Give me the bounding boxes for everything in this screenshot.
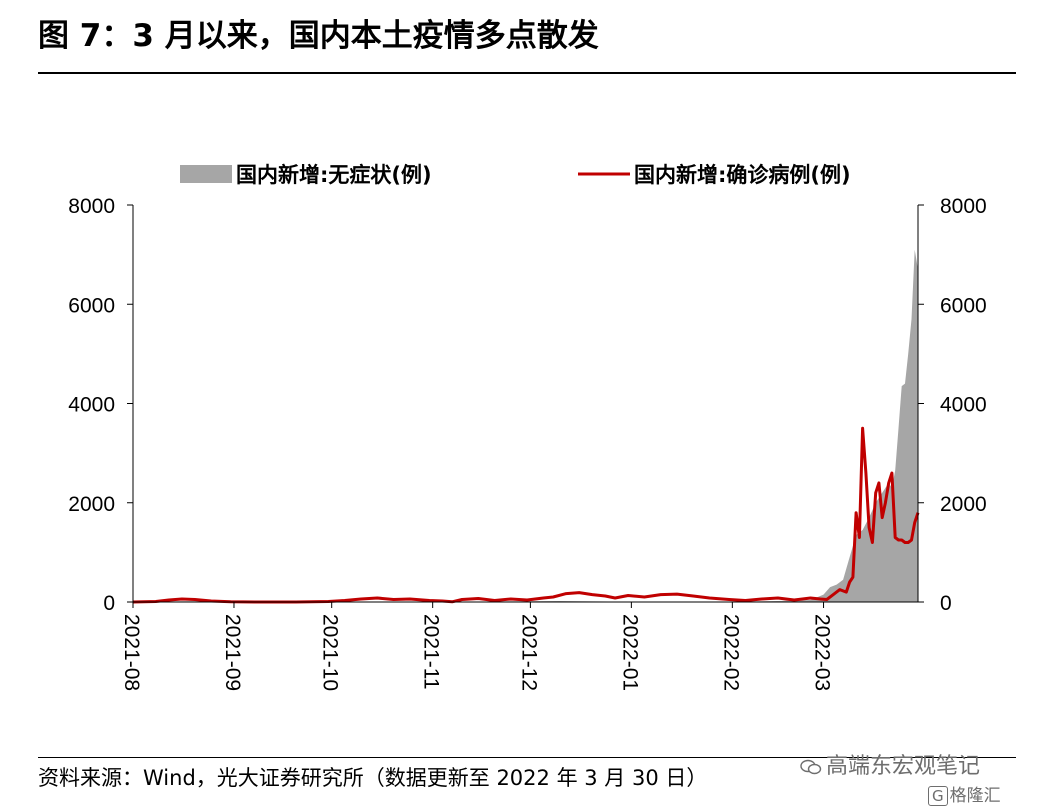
left-y-tick-label: 4000: [68, 394, 115, 417]
asymptomatic-area: [133, 249, 918, 602]
right-y-tick-label: 2000: [940, 493, 987, 516]
x-tick-label: 2021-08: [120, 614, 143, 691]
watermark: 高端东宏观笔记: [800, 748, 980, 780]
x-tick-label: 2021-11: [420, 614, 443, 690]
legend-label-asymptomatic: 国内新增:无症状(例): [236, 163, 432, 187]
legend: 国内新增:无症状(例) 国内新增:确诊病例(例): [180, 163, 851, 187]
axes: 0 0 2000 2000 4000 4000 6000 6000 8000 8000 2021-0…: [68, 195, 986, 691]
x-tick-label: 2022-02: [719, 614, 742, 691]
legend-swatch-asymptomatic: [180, 165, 232, 183]
brand-text: 格隆汇: [949, 786, 1001, 806]
brand-logo-icon: G: [928, 786, 948, 806]
legend-label-confirmed: 国内新增:确诊病例(例): [634, 163, 851, 187]
right-y-tick-label: 6000: [940, 294, 987, 317]
x-tick-label: 2021-12: [517, 614, 540, 691]
confirmed-line-layer: [132, 426, 920, 604]
brand-mark: G 格隆汇: [928, 781, 1001, 806]
left-y-tick-label: 2000: [68, 493, 115, 516]
right-y-tick-label: 0: [940, 592, 952, 615]
right-y-tick-label: 8000: [940, 195, 987, 218]
top-rule: [38, 72, 1016, 74]
right-y-tick-label: 4000: [940, 394, 987, 417]
x-tick-label: 2022-01: [618, 614, 641, 691]
chart-title: 图 7：3 月以来，国内本土疫情多点散发: [38, 18, 599, 54]
left-y-tick-label: 0: [103, 592, 115, 615]
x-tick-label: 2021-10: [319, 614, 342, 691]
wechat-icon: [800, 759, 822, 775]
chart: 国内新增:无症状(例) 国内新增:确诊病例(例) 0 0 2000 2000 4000 40…: [68, 163, 986, 691]
x-tick-label: 2022-03: [811, 614, 834, 691]
left-y-tick-label: 6000: [68, 294, 115, 317]
source-note: 资料来源：Wind，光大证券研究所（数据更新至 2022 年 3 月 30 日）: [38, 766, 708, 790]
watermark-text: 高端东宏观笔记: [826, 754, 981, 779]
confirmed-line: [132, 426, 920, 604]
x-tick-label: 2021-09: [221, 614, 244, 691]
asymptomatic-area-layer: [133, 249, 918, 602]
left-y-tick-label: 8000: [68, 195, 115, 218]
bottom-rule: [38, 757, 1016, 758]
